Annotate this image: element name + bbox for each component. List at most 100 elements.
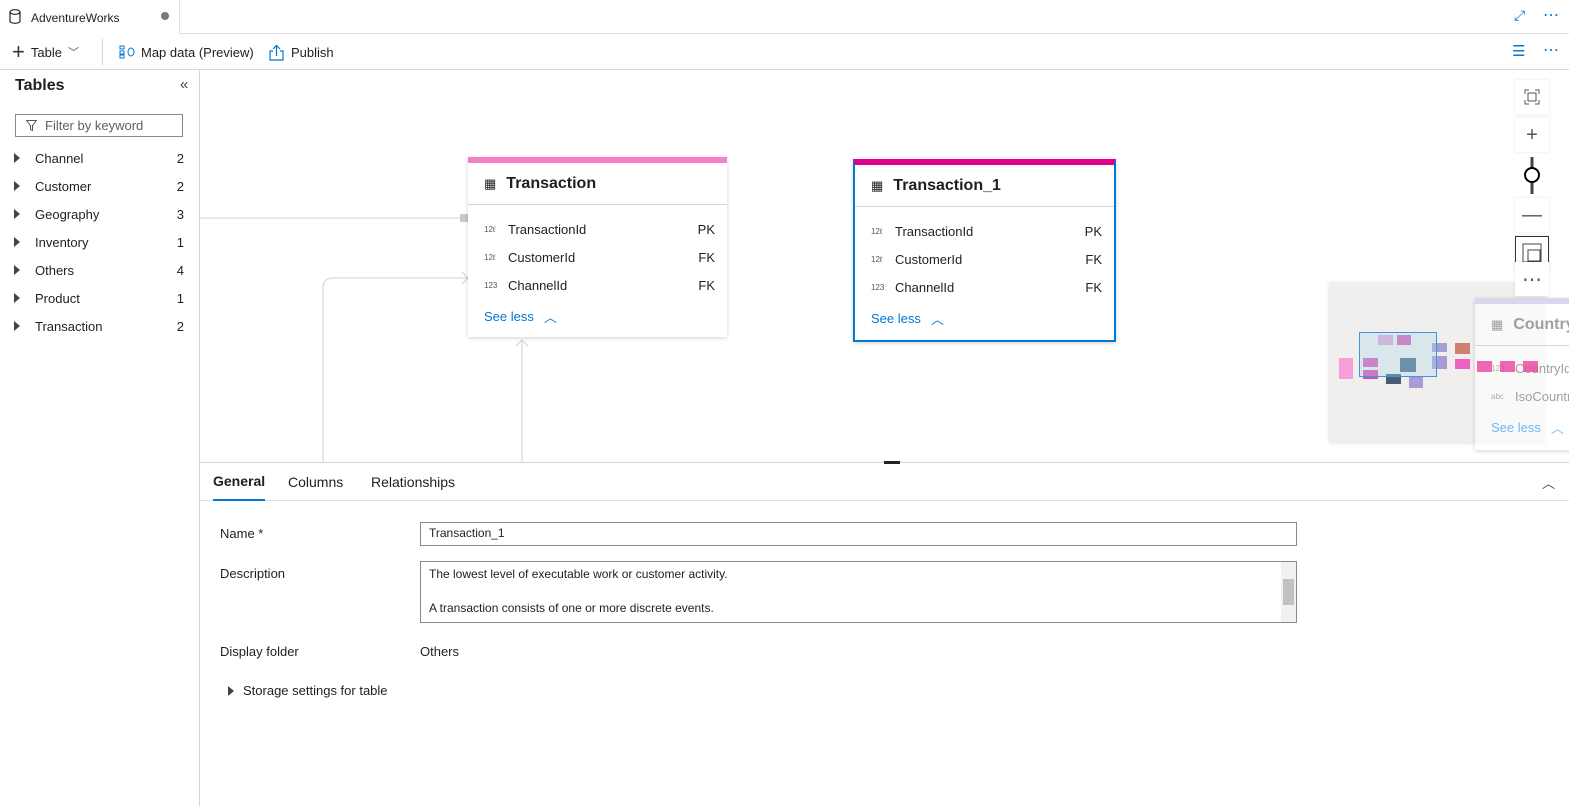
column-name: CustomerId [508,249,576,265]
key-badge: FK [698,277,715,293]
column-name: IsoCountry [1515,388,1569,404]
tab-columns[interactable]: Columns [288,474,344,490]
description-textarea[interactable]: The lowest level of executable work or c… [420,561,1297,623]
fit-to-screen-button[interactable] [1515,80,1549,114]
table-icon: ▦ [871,177,884,193]
see-less-label: See less [1491,419,1541,435]
filter-input[interactable]: Filter by keyword [15,114,183,137]
type-icon: abc [1491,391,1504,401]
expand-icon [14,153,20,163]
card-header: ▦ Transaction [468,163,727,205]
name-input[interactable]: Transaction_1 [420,522,1297,546]
key-badge: FK [1085,279,1102,295]
table-icon: ▦ [484,175,497,191]
expand-icon [14,181,20,191]
filter-icon [26,120,37,131]
plus-icon: + [1526,123,1538,146]
more-icon[interactable]: ⋯ [1543,42,1559,59]
key-badge: FK [698,249,715,265]
item-count: 1 [176,290,184,306]
column-row[interactable]: 123 ChannelId FK [468,271,727,299]
tab-adventureworks[interactable]: AdventureWorks [0,0,180,34]
item-label: Others [35,262,75,278]
display-folder-label: Display folder [220,644,299,659]
zoom-in-button[interactable]: + [1515,118,1549,152]
relationship-lines [200,214,529,462]
type-icon: 123 [484,280,498,290]
tab-relationships[interactable]: Relationships [371,474,456,490]
chevron-down-icon: ﹀ [67,47,79,59]
sidebar-item-geography[interactable]: Geography 3 [14,200,184,228]
sidebar-item-inventory[interactable]: Inventory 1 [14,228,184,256]
more-icon: ⋯ [1522,268,1542,291]
expand-icon [14,237,20,247]
table-card-transaction-1[interactable]: ▦ Transaction_1 12ℓ TransactionId PK 12ℓ Cus… [853,159,1116,342]
more-icon[interactable]: ⋯ [1543,7,1559,24]
column-row[interactable]: 12ℓ TransactionId PK [468,215,727,243]
chevron-up-icon: ︿ [1550,420,1564,436]
see-less-link[interactable]: See less ︿ [468,299,727,333]
description-line: A transaction consists of one or more di… [429,601,714,615]
column-row[interactable]: abc IsoCountry [1475,382,1569,410]
card-title: Transaction [506,174,597,192]
zoom-out-button[interactable]: — [1515,198,1549,232]
plus-icon: + [12,39,25,64]
description-label: Description [220,566,286,581]
divider [102,39,103,65]
resize-handle[interactable] [884,461,900,464]
column-row[interactable]: 12ℓ CustomerId FK [468,243,727,271]
expand-icon [14,293,20,303]
column-row[interactable]: 123 ChannelId FK [855,273,1114,301]
scrollbar[interactable] [1281,562,1296,622]
item-label: Geography [35,206,100,222]
item-label: Customer [35,178,92,194]
tab-bar: AdventureWorks ⤢ ⋯ [0,0,1569,34]
see-less-link[interactable]: See less ︿ [855,301,1114,335]
sidebar-title: Tables [15,77,65,94]
publish-button[interactable]: Publish [268,34,334,70]
item-count: 2 [176,178,184,194]
sidebar-item-transaction[interactable]: Transaction 2 [14,312,184,340]
column-row[interactable]: 12ℓ TransactionId PK [855,217,1114,245]
sidebar-item-product[interactable]: Product 1 [14,284,184,312]
column-name: TransactionId [895,223,974,239]
item-label: Product [35,290,80,306]
map-data-button[interactable]: Map data (Preview) [119,34,254,70]
add-table-button[interactable]: + Table ﹀ [12,34,79,70]
card-header: ▦ Country [1475,304,1569,346]
details-panel: General Columns Relationships ︿ Name * T… [200,461,1569,806]
map-data-label: Map data (Preview) [141,44,254,60]
type-icon: 12ℓ [871,254,883,264]
item-count: 2 [176,150,184,166]
zoom-slider[interactable] [1521,156,1543,196]
item-count: 1 [176,234,184,250]
sidebar-item-others[interactable]: Others 4 [14,256,184,284]
database-icon [9,9,21,24]
properties-icon[interactable]: ☰ [1512,43,1526,60]
key-badge: PK [697,221,715,237]
storage-settings-toggle[interactable]: Storage settings for table [228,683,388,698]
description-line: The lowest level of executable work or c… [429,567,728,581]
card-title: Transaction_1 [893,176,1001,194]
add-table-label: Table [30,44,62,60]
collapse-icon[interactable]: « [180,76,189,93]
table-card-transaction[interactable]: ▦ Transaction 12ℓ TransactionId PK 12ℓ Custo… [468,157,727,337]
tab-general[interactable]: General [213,463,266,501]
expand-icon [14,265,20,275]
type-icon: 123 [1491,363,1505,373]
more-options-button[interactable]: ⋯ [1515,262,1549,296]
sidebar-item-customer[interactable]: Customer 2 [14,172,184,200]
sidebar-item-channel[interactable]: Channel 2 [14,144,184,172]
item-count: 3 [176,206,184,222]
filter-placeholder: Filter by keyword [45,118,144,133]
expand-icon[interactable]: ⤢ [1514,7,1526,23]
minimap-icon [1522,243,1542,263]
type-icon: 123 [871,282,885,292]
fit-icon [1524,89,1540,105]
see-less-link[interactable]: See less ︿ [1475,410,1569,444]
see-less-label: See less [484,308,534,324]
minimap-viewport[interactable] [1359,332,1437,377]
column-row[interactable]: 12ℓ CustomerId FK [855,245,1114,273]
collapse-panel-icon[interactable]: ︿ [1542,476,1556,491]
